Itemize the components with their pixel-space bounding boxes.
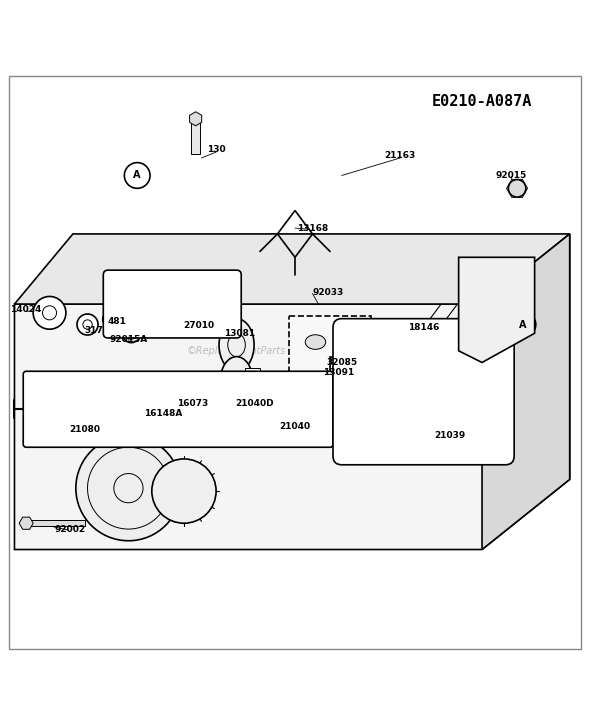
Polygon shape [15,234,570,304]
Polygon shape [289,316,371,386]
Ellipse shape [219,319,254,371]
Polygon shape [19,517,33,529]
Text: 21039: 21039 [434,431,466,440]
Text: 14024: 14024 [11,305,42,315]
Text: 92015A: 92015A [109,335,148,344]
Bar [191,119,201,154]
FancyBboxPatch shape [333,319,514,465]
Ellipse shape [305,335,326,349]
Circle shape [402,337,416,351]
FancyBboxPatch shape [103,270,241,338]
Ellipse shape [339,328,356,456]
Circle shape [124,162,150,188]
Bar [330,357,365,397]
Circle shape [33,297,66,329]
Bar [26,521,84,526]
Text: 317: 317 [84,326,103,335]
Bar [335,377,346,392]
Circle shape [152,459,216,523]
Text: 13168: 13168 [297,223,328,233]
Text: 92002: 92002 [54,525,86,534]
Polygon shape [458,257,535,362]
Text: 92015: 92015 [496,171,527,180]
Text: 21080: 21080 [69,425,100,434]
Text: A: A [133,170,141,181]
Circle shape [510,312,536,337]
Ellipse shape [107,272,120,336]
Text: 92033: 92033 [313,288,344,297]
Text: 32085: 32085 [326,358,358,367]
Ellipse shape [491,328,509,456]
Text: 16148A: 16148A [145,409,183,418]
Text: E0210-A087A: E0210-A087A [432,94,532,109]
Text: 16073: 16073 [177,399,208,408]
Circle shape [502,270,527,296]
Ellipse shape [221,357,253,403]
Circle shape [509,180,526,197]
Text: 21040: 21040 [280,422,310,431]
Bar [172,304,196,336]
Text: 18146: 18146 [408,323,440,332]
Text: 13091: 13091 [323,368,355,377]
Circle shape [77,314,98,335]
Ellipse shape [336,357,353,368]
Text: A: A [519,320,527,329]
Text: 21040D: 21040D [235,399,273,408]
Polygon shape [189,112,202,126]
Polygon shape [15,234,570,550]
Text: 13081: 13081 [224,328,255,338]
Text: 130: 130 [206,145,225,154]
Text: 27010: 27010 [183,321,214,330]
Bar [245,368,260,392]
FancyBboxPatch shape [23,371,333,447]
Ellipse shape [25,374,40,444]
Ellipse shape [224,272,237,336]
Circle shape [76,436,181,541]
Polygon shape [482,234,570,550]
Circle shape [342,360,353,371]
Text: ©ReplacementParts: ©ReplacementParts [187,346,286,356]
Bar [349,377,360,392]
Circle shape [103,311,119,328]
Text: 21163: 21163 [385,151,416,160]
Bar [175,310,193,331]
Text: 481: 481 [107,317,126,326]
